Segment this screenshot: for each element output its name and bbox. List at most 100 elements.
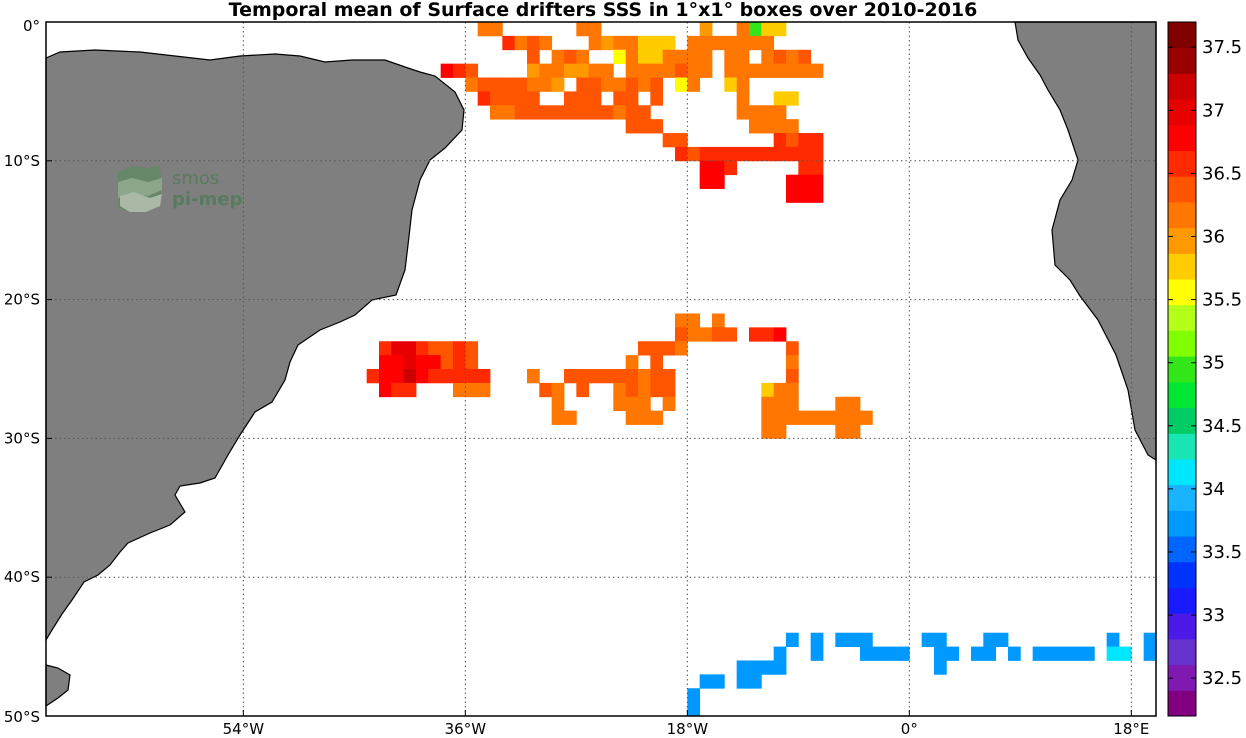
colorbar-swatch [1168,356,1196,383]
sss-cell [786,369,799,384]
sss-cell [514,77,528,92]
sss-cell [773,646,787,661]
sss-cell [514,105,528,120]
sss-cell [465,355,479,370]
sss-cell [810,646,824,661]
sss-map: 54°W 36°W 18°W 0° 18°E 0° 10°S 20°S 30°S 40°S 50°S… [4,17,1157,738]
sss-cell [773,49,787,65]
sss-cell [527,35,540,51]
sss-cell [995,632,1009,647]
sss-cell [625,91,639,106]
sss-cell [502,77,516,92]
sss-cell [477,91,491,106]
colorbar-ticks: 32.5 33 33.5 34 34.5 35 35.5 36 36.5 37 37.5 [1168,37,1242,689]
sss-cell [749,660,762,675]
colorbar-swatch [1168,227,1196,254]
sss-cell [675,313,688,328]
sss-cell [761,49,775,65]
sss-cell [588,91,602,106]
sss-cell [588,35,602,51]
sss-cell [650,119,664,134]
sss-cell [946,646,960,661]
sss-cell [749,35,762,51]
sss-cell [576,105,590,120]
sss-cell [613,369,627,384]
sss-cell [798,146,812,162]
sss-cell [847,410,861,425]
sss-cell [699,174,713,189]
colorbar-swatch [1168,381,1196,409]
sss-cell [527,63,540,78]
map-frame [45,21,1157,717]
sss-cell [835,632,849,647]
sss-cell [724,146,738,162]
sss-cell [724,77,738,92]
colorbar-swatch [1168,304,1196,331]
sss-cell [847,424,861,439]
sss-cell [391,369,405,384]
sss-cell [416,341,429,356]
sss-cell [625,35,639,51]
sss-cell [712,313,725,328]
colorbar-tick-label: 34.5 [1202,416,1242,437]
sss-cell [872,646,886,661]
sss-cell [576,91,590,106]
sss-cell [551,105,565,120]
sss-cell [934,660,947,675]
sss-cell [724,49,738,65]
sss-cell [761,105,775,120]
sss-cell [477,369,491,384]
sss-cell [798,410,812,425]
sss-cell [379,369,392,384]
sss-cell [650,77,664,92]
sss-cell [810,146,824,162]
sss-cell [884,646,898,661]
sss-cell [786,119,799,134]
sss-cell [366,369,380,384]
sss-cell [625,49,639,65]
sss-cell [798,188,812,203]
sss-cell [551,77,565,92]
sss-cell [403,355,417,370]
sss-cell [749,22,762,37]
sss-cell [699,327,713,342]
colorbar-tick-label: 32.5 [1202,668,1242,689]
sss-cell [724,63,738,78]
colorbar-tick-label: 33 [1202,605,1225,626]
sss-cell [551,49,565,65]
sss-cell [662,396,676,412]
sss-cell [638,105,651,120]
sss-cell [551,410,565,425]
colorbar-swatch [1168,150,1196,177]
map-title: Temporal mean of Surface drifters SSS in… [228,0,978,21]
logo-text-smos: smos [172,168,219,189]
sss-cell [699,674,713,689]
sss-cell [675,327,688,342]
sss-cell [773,424,787,439]
sss-cell [416,355,429,370]
sss-cell [638,63,651,78]
sss-cell [650,369,664,384]
sss-cell [440,63,454,78]
sss-cell [502,105,516,120]
sss-cell [601,105,614,120]
sss-cell [687,702,701,717]
sss-cell [773,133,787,148]
sss-cell [601,35,614,51]
colorbar-swatch [1168,47,1196,74]
sss-cell [662,63,676,78]
sss-cell [477,77,491,92]
sss-cell [736,63,750,78]
sss-cell [971,646,984,661]
sss-cell [539,35,553,51]
sss-cell [625,410,639,425]
sss-cell [761,410,775,425]
logo-text-pimep: pi-mep [172,189,242,210]
sss-cell [749,674,762,689]
sss-cell [453,382,466,398]
sss-cell [576,49,590,65]
sss-cell [564,49,577,65]
sss-cell [798,63,812,78]
sss-cell [1106,632,1120,647]
sss-cell [453,369,466,384]
